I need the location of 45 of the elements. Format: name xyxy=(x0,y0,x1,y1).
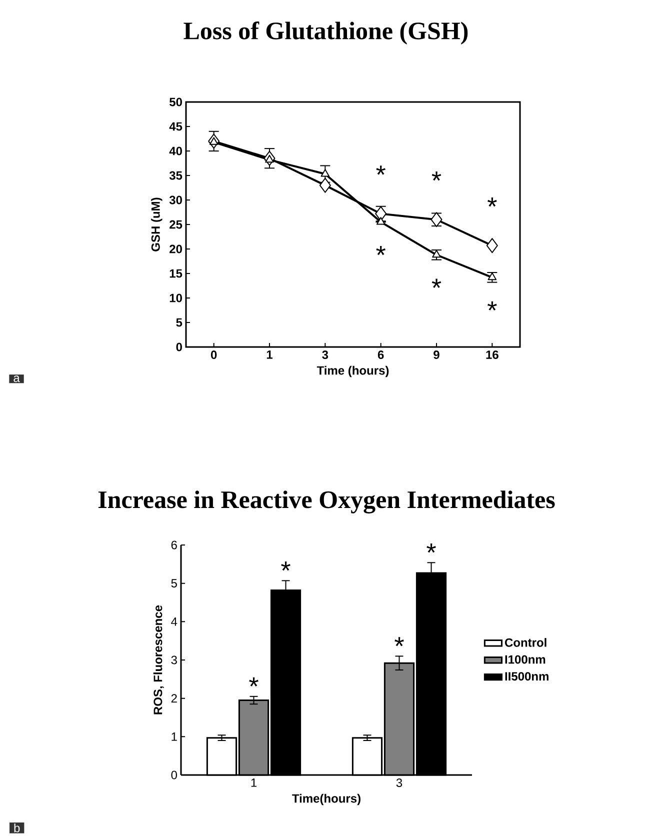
y-tick-label: 30 xyxy=(169,196,182,204)
y-tick-label: 25 xyxy=(170,220,182,229)
y-axis-title: ROS, Fluorescence xyxy=(153,605,164,714)
y-tick-label: 20 xyxy=(170,244,182,254)
y-tick-label: 6 xyxy=(171,540,177,550)
data-label: * xyxy=(376,246,386,256)
x-axis-title: Time (hours) xyxy=(316,366,389,378)
data-label: * xyxy=(488,197,497,207)
chart-title: Loss of Glutathione (GSH) xyxy=(184,22,468,44)
data-label: * xyxy=(376,166,386,175)
legend-label: Control xyxy=(504,638,546,647)
y-tick-label: 4 xyxy=(171,618,178,626)
y-tick-label: 10 xyxy=(170,294,182,302)
data-label: * xyxy=(394,637,404,646)
text: a xyxy=(14,376,20,382)
text: b xyxy=(14,824,20,832)
chart-title: Increase in Reactive Oxygen Intermediates xyxy=(98,490,555,514)
x-tick-label: 1 xyxy=(266,350,272,359)
data-label: * xyxy=(432,172,442,181)
data-label: * xyxy=(488,301,497,310)
y-tick-label: 5 xyxy=(171,579,177,588)
y-tick-label: 1 xyxy=(172,732,177,741)
y-tick-label: 15 xyxy=(170,269,182,278)
x-tick-label: 6 xyxy=(378,350,384,360)
y-tick-label: 50 xyxy=(169,98,182,106)
data-label: * xyxy=(249,677,258,686)
y-tick-label: 40 xyxy=(169,146,182,156)
legend-label: I100nm xyxy=(505,655,546,664)
y-tick-label: 2 xyxy=(171,694,177,703)
legend-label: II500nm xyxy=(505,672,548,681)
x-tick-label: 3 xyxy=(322,350,328,360)
data-label: * xyxy=(426,544,436,553)
x-tick-label: 9 xyxy=(434,350,440,360)
data-label: * xyxy=(281,562,290,571)
y-tick-label: 3 xyxy=(171,656,177,664)
x-axis-title: Time(hours) xyxy=(292,794,360,806)
y-tick-label: 35 xyxy=(169,171,182,180)
x-tick-label: 16 xyxy=(486,350,498,360)
y-tick-label: 0 xyxy=(176,342,182,352)
x-tick-label: 0 xyxy=(210,350,217,360)
data-label: * xyxy=(432,278,442,288)
y-tick-label: 5 xyxy=(176,318,182,327)
y-tick-label: 0 xyxy=(171,770,178,780)
y-tick-label: 45 xyxy=(169,122,182,131)
y-axis-title: GSH (uM) xyxy=(151,198,162,252)
